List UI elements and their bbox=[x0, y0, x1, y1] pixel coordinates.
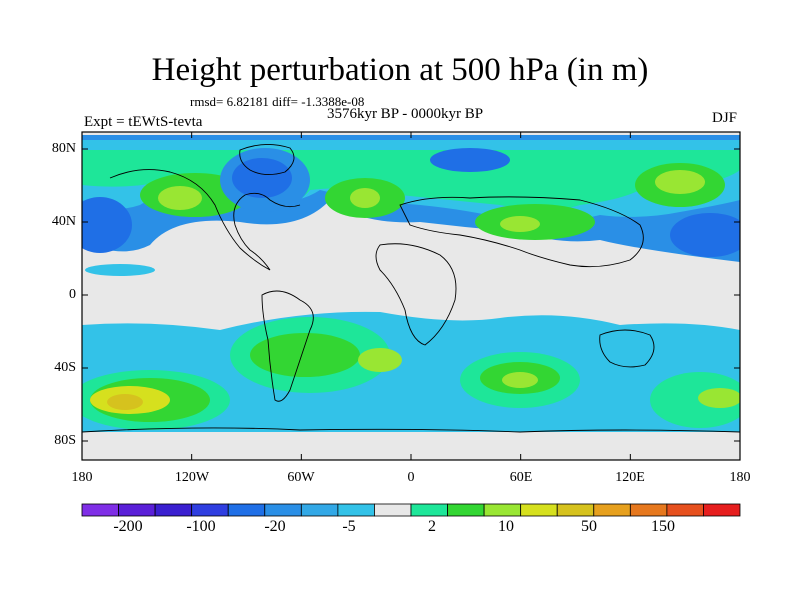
colorbar-label: 2 bbox=[428, 518, 436, 535]
lon-label-60e: 60E bbox=[509, 470, 533, 485]
colorbar-label: 150 bbox=[651, 518, 675, 535]
colorbar-swatch bbox=[483, 503, 522, 517]
lon-label-180w: 180 bbox=[71, 470, 93, 485]
lat-label-0: 0 bbox=[69, 287, 76, 302]
stats-text: rmsd= 6.82181 diff= -1.3388e-08 bbox=[190, 94, 365, 109]
contour-field bbox=[82, 132, 740, 460]
period-label: 3576kyr BP - 0000kyr BP bbox=[326, 106, 484, 122]
contour-darkblue-arctic bbox=[430, 148, 510, 172]
contour-green2-satl bbox=[250, 333, 360, 377]
colorbar-label: -100 bbox=[186, 518, 216, 535]
coast-greenland bbox=[239, 144, 295, 175]
coast-antarctica bbox=[82, 427, 740, 433]
colorbar-swatch bbox=[118, 503, 156, 517]
coast-north-america bbox=[109, 169, 301, 271]
colorbar-swatch bbox=[520, 503, 558, 517]
lon-label-180e: 180 bbox=[729, 470, 751, 485]
colorbar bbox=[81, 503, 741, 517]
coast-south-america bbox=[261, 290, 314, 402]
contour-darkblue-jp bbox=[670, 213, 740, 257]
colorbar-swatch bbox=[703, 503, 741, 517]
map-title: Height perturbation at 500 hPa (in m) bbox=[151, 52, 649, 88]
contour-yellow-atl bbox=[350, 188, 380, 208]
colorbar-swatch bbox=[629, 503, 668, 517]
lat-label-40s: 40S bbox=[54, 360, 76, 375]
coast-australia bbox=[599, 329, 655, 368]
colorbar-swatch bbox=[337, 503, 375, 517]
colorbar-swatch bbox=[374, 503, 412, 517]
contour-yellow-asia bbox=[500, 216, 540, 232]
lon-label-120e: 120E bbox=[615, 470, 645, 485]
colorbar-label: 10 bbox=[498, 518, 514, 535]
colorbar-swatch bbox=[300, 503, 339, 517]
colorbar-swatch bbox=[227, 503, 266, 517]
season-label: DJF bbox=[712, 110, 738, 126]
lon-label-120w: 120W bbox=[174, 470, 210, 485]
colorbar-label: 50 bbox=[581, 518, 597, 535]
coast-africa bbox=[375, 243, 457, 346]
lat-label-40n: 40N bbox=[51, 214, 76, 229]
contour-darkblue-npac bbox=[82, 197, 132, 253]
experiment-label: Expt = tEWtS-tevta bbox=[84, 114, 203, 130]
colorbar-label: -5 bbox=[342, 518, 356, 535]
contour-yellow-satl bbox=[358, 348, 402, 372]
colorbar-swatch bbox=[447, 503, 485, 517]
contour-orange-spac bbox=[107, 394, 143, 410]
axis-ticks bbox=[81, 132, 741, 460]
colorbar-swatch bbox=[154, 503, 193, 517]
coast-eurasia bbox=[399, 196, 644, 268]
lat-label-80n: 80N bbox=[51, 141, 76, 156]
contour-darkblue-greenland bbox=[232, 158, 292, 198]
colorbar-swatch bbox=[410, 503, 448, 517]
lon-label-60w: 60W bbox=[287, 470, 315, 485]
contour-yellow-na bbox=[158, 186, 202, 210]
contour-green-spac-e bbox=[650, 372, 740, 428]
contour-yellow-pac bbox=[655, 170, 705, 194]
contour-cyan-tropic bbox=[85, 264, 155, 276]
colorbar-label: -20 bbox=[264, 518, 286, 535]
contour-yellow-sind bbox=[502, 372, 538, 388]
colorbar-swatch bbox=[593, 503, 631, 517]
colorbar-swatch bbox=[264, 503, 302, 517]
colorbar-swatch bbox=[556, 503, 595, 517]
colorbar-label: -200 bbox=[113, 518, 143, 535]
lon-label-0: 0 bbox=[407, 470, 415, 485]
lat-label-80s: 80S bbox=[54, 433, 76, 448]
colorbar-swatch bbox=[191, 503, 229, 517]
contour-yellow-spac-e bbox=[698, 388, 740, 408]
colorbar-swatch bbox=[666, 503, 704, 517]
coastlines bbox=[82, 144, 740, 433]
colorbar-swatch bbox=[81, 503, 119, 517]
